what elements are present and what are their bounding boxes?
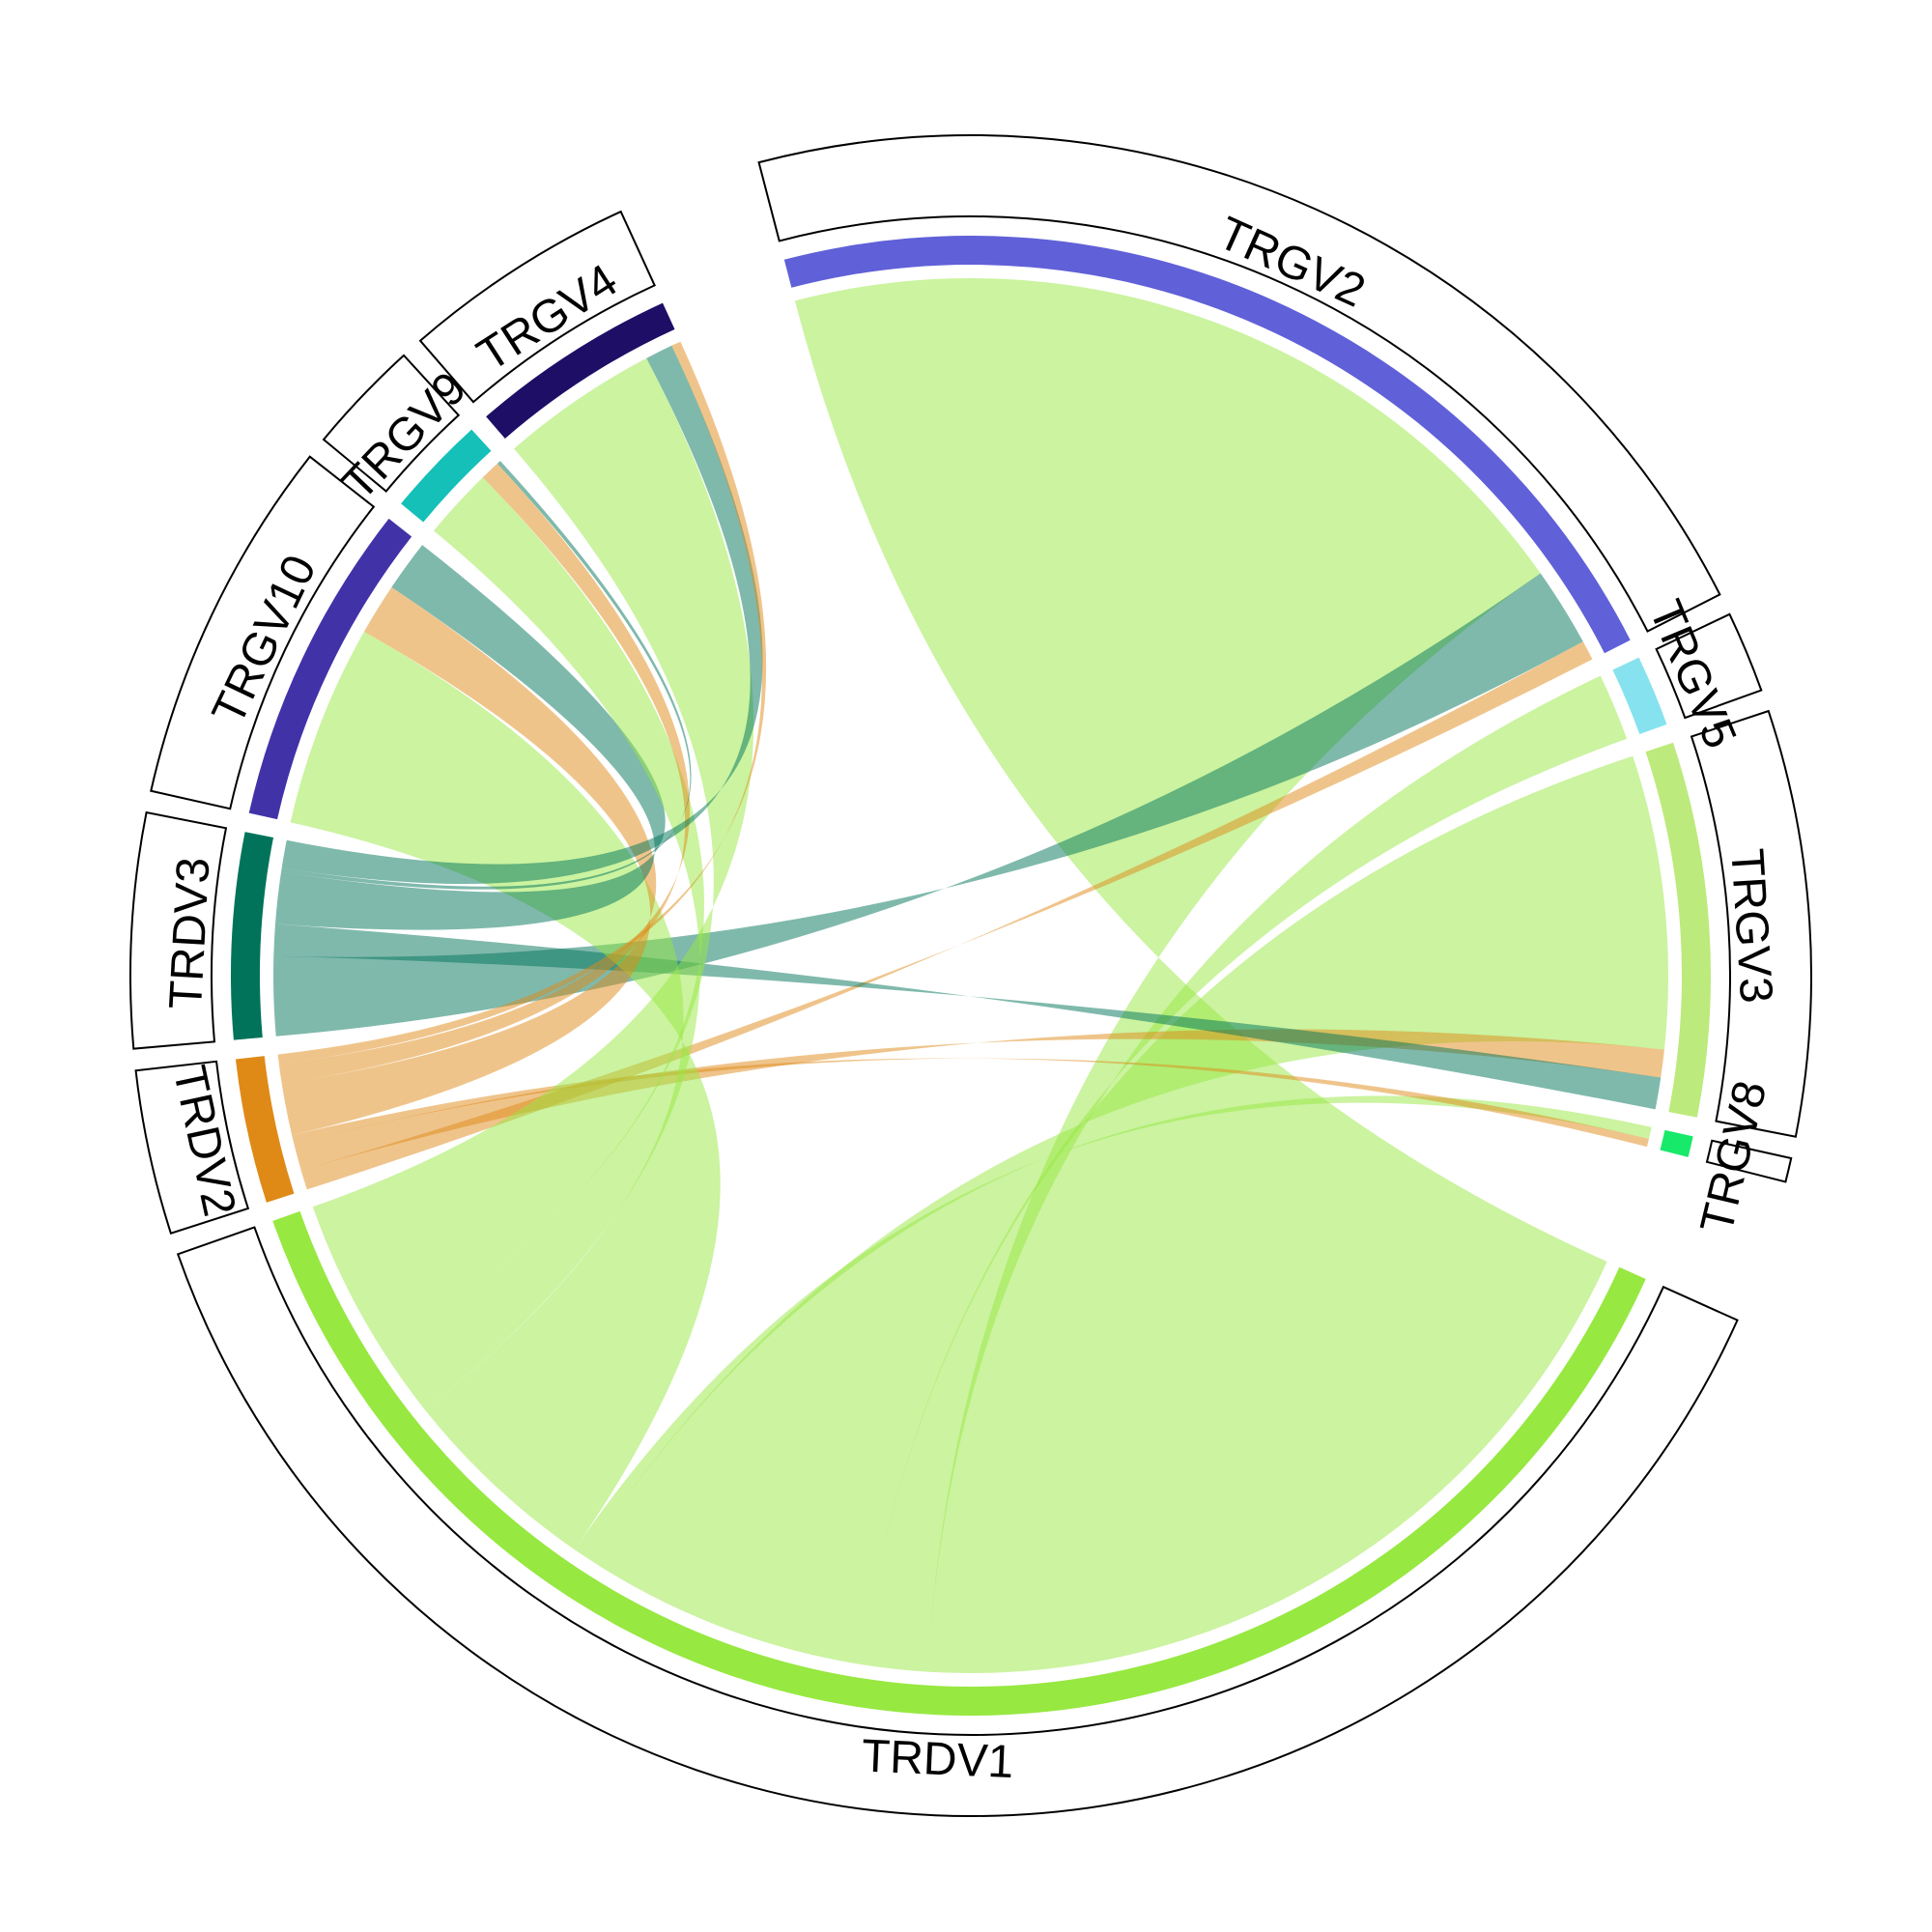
link-trgv5-trdv1 [859,675,1628,1672]
sector-label-trdv1: TRDV1 [861,1731,1014,1789]
sector-label-trgv5: TRGV5 [1639,593,1747,755]
link-trgv2-trdv1 [794,278,1607,1673]
link-trgv8-trdv2 [292,1058,1649,1148]
sector-track-trgv3 [1645,742,1712,1118]
sector-track-trgv2 [783,236,1631,654]
sector-label-trdv2: TRDV2 [163,1062,245,1221]
sector-label-box-trgv3 [1690,709,1812,1138]
link-trgv9-trdv3 [281,461,692,890]
sector-track-trgv5 [1612,657,1667,735]
sector-label-box-trgv10 [150,455,376,810]
link-trgv9-trdv1 [383,477,704,1410]
link-trgv2-trdv3 [273,573,1583,1037]
sector-track-trgv4 [486,302,675,439]
sector-tracks [231,236,1712,1717]
sector-label-box-trgv2 [757,134,1721,633]
link-trgv10-trdv2 [281,586,657,1136]
sector-track-trdv2 [235,1056,295,1203]
sector-label-box-trgv8 [1705,1139,1793,1183]
sector-label-box-trgv5 [1655,612,1763,720]
link-trgv4-trdv1 [312,357,754,1351]
links-layer [273,278,1669,1673]
sector-track-trgv10 [248,518,412,820]
sector-label-trgv9: TRGV9 [332,362,476,509]
sector-label-trgv8: TRGV8 [1691,1076,1777,1238]
sector-label-box-trdv3 [129,810,228,1050]
sector-label-trdv3: TRDV3 [160,856,219,1010]
sector-track-trdv3 [231,832,274,1040]
link-trgv10-trdv3 [274,545,666,930]
sector-label-box-trgv4 [418,210,656,404]
sector-label-box-trdv1 [176,1226,1739,1818]
sector-label-trgv3: TRGV3 [1720,847,1781,1005]
sector-track-trgv9 [401,429,492,523]
sector-label-box-trdv2 [134,1060,250,1235]
sector-label-box-trgv9 [322,354,461,493]
sector-track-trgv8 [1660,1129,1693,1157]
link-trgv3-trdv1 [583,755,1669,1664]
